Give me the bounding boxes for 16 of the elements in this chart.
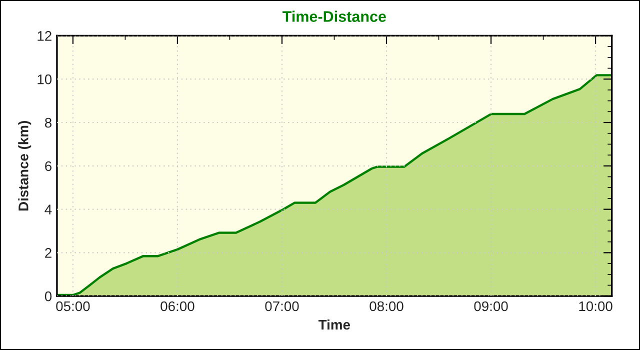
x-tick-label: 08:00 [370,301,404,312]
x-tick-label: 06:00 [160,301,194,312]
y-tick-label: 12 [38,31,52,41]
x-axis-title: Time [318,319,350,330]
y-tick-label: 0 [44,291,52,302]
x-tick-label: 10:00 [579,301,612,312]
y-tick-label: 2 [45,248,52,258]
y-tick-label: 10 [38,74,52,84]
x-tick-label: 09:00 [474,301,508,312]
y-tick-label: 6 [45,161,52,172]
y-tick-label: 4 [44,204,52,214]
x-tick-label: 07:00 [265,301,299,312]
x-tick-label: 05:00 [56,301,90,312]
y-tick-label: 8 [44,118,52,128]
y-axis-title: Distance (km) [18,121,32,211]
chart-title: Time-Distance [282,10,386,22]
